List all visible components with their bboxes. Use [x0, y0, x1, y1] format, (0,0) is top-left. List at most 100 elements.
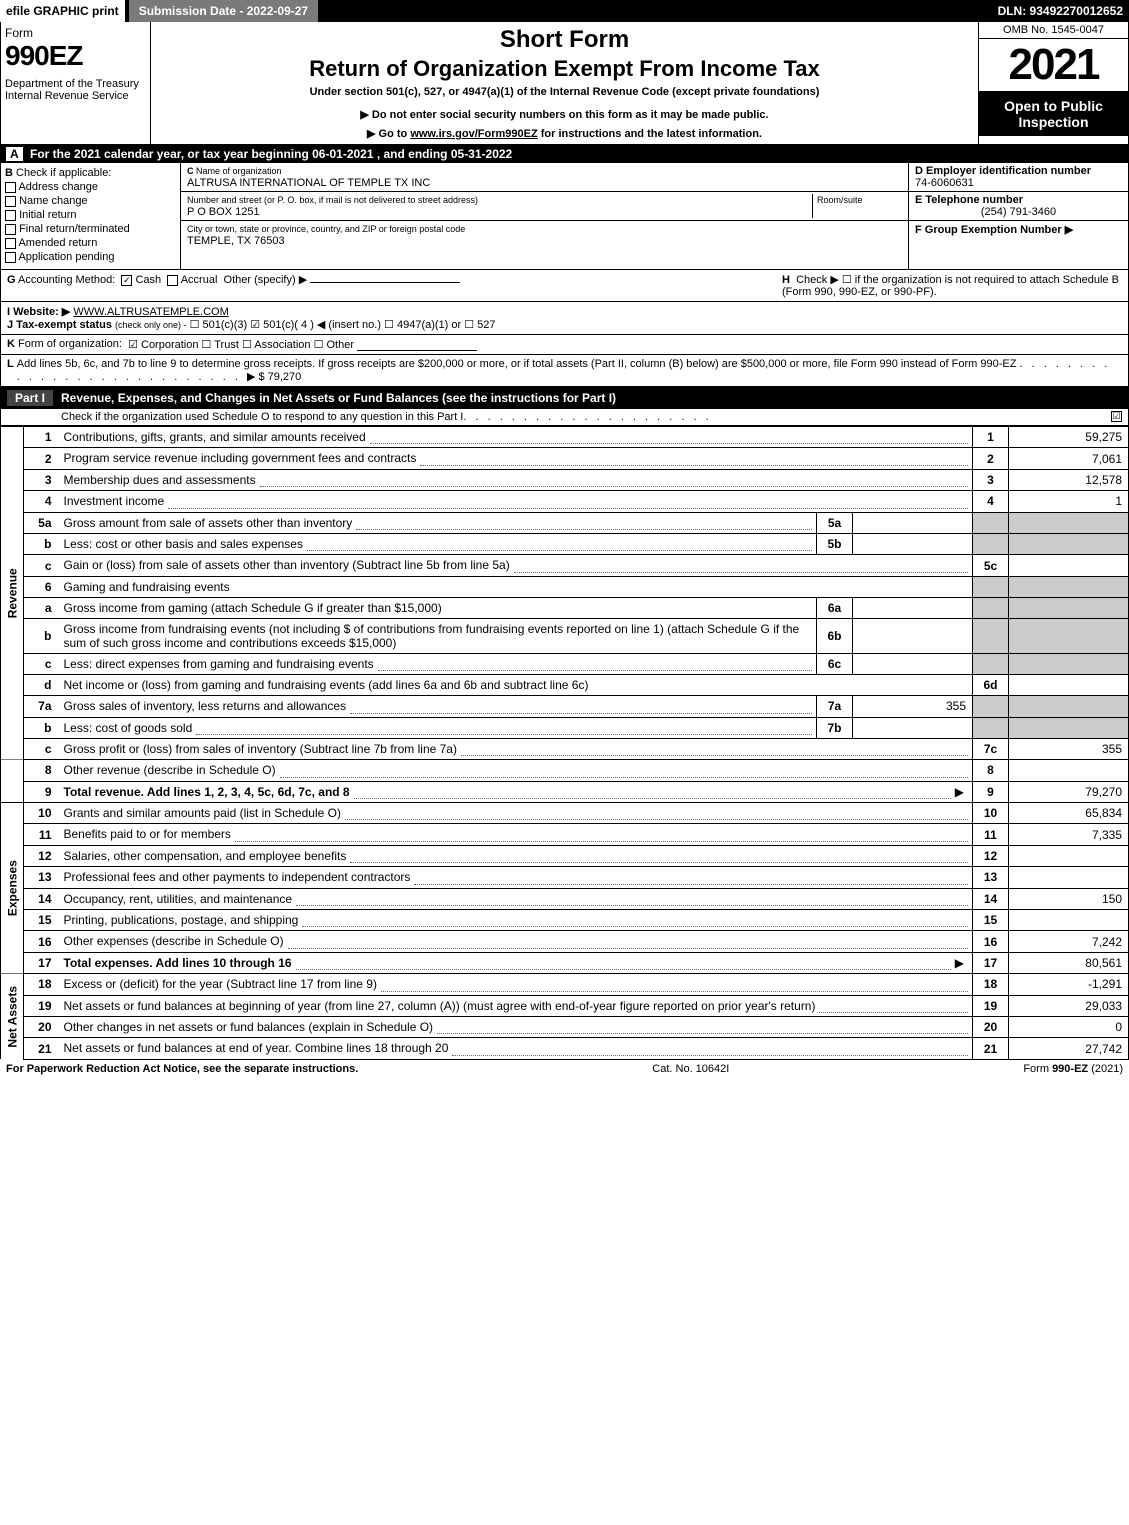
l-arrow: ▶ $ — [247, 371, 265, 383]
header-right: OMB No. 1545-0047 2021 Open to Public In… — [978, 22, 1128, 144]
section-g-h: G Accounting Method: ✓ Cash Accrual Othe… — [0, 270, 1129, 302]
line-5b-val — [853, 533, 973, 554]
chk-amended-return[interactable]: Amended return — [5, 237, 176, 249]
line-6d-val — [1009, 675, 1129, 696]
phone-value: (254) 791-3460 — [915, 206, 1122, 218]
chk-cash[interactable]: ✓ — [121, 275, 132, 286]
line-6a-val — [853, 597, 973, 618]
line-16-val: 7,242 — [1009, 931, 1129, 952]
form-header: Form 990EZ Department of the Treasury In… — [0, 22, 1129, 145]
k-text: Form of organization: — [18, 338, 122, 351]
e-label: E Telephone number — [915, 194, 1023, 206]
line-19-val: 29,033 — [1009, 995, 1129, 1016]
line-7c-val: 355 — [1009, 738, 1129, 759]
h-text: Check ▶ ☐ if the organization is not req… — [782, 274, 1119, 298]
section-b-through-f: B Check if applicable: Address change Na… — [0, 163, 1129, 270]
ssn-warning: ▶ Do not enter social security numbers o… — [159, 108, 970, 121]
chk-final-return[interactable]: Final return/terminated — [5, 223, 176, 235]
h-label: H — [782, 274, 790, 286]
col-def: D Employer identification number 74-6060… — [908, 163, 1128, 269]
footer-center: Cat. No. 10642I — [358, 1063, 1023, 1075]
k-label: K — [7, 338, 15, 351]
j-label: J Tax-exempt status — [7, 319, 112, 331]
open-to-public-badge: Open to Public Inspection — [979, 92, 1128, 136]
line-6c-val — [853, 653, 973, 674]
revenue-lines-table: Revenue 1 Contributions, gifts, grants, … — [0, 426, 1129, 1060]
b-label: B — [5, 167, 13, 179]
f-group-exemption: F Group Exemption Number ▶ — [909, 221, 1128, 238]
footer-right: Form 990-EZ (2021) — [1023, 1063, 1123, 1075]
side-expenses: Expenses — [1, 803, 24, 974]
c-addr-row: Number and street (or P. O. box, if mail… — [181, 192, 908, 221]
g-text: Accounting Method: — [18, 274, 115, 286]
col-c-name-address: C Name of organization ALTRUSA INTERNATI… — [181, 163, 908, 269]
line-5a-val — [853, 512, 973, 533]
efile-print-label[interactable]: efile GRAPHIC print — [0, 0, 125, 22]
line-15-val — [1009, 910, 1129, 931]
h-schedule-b: H Check ▶ ☐ if the organization is not r… — [782, 273, 1122, 298]
i-label: I Website: ▶ — [7, 306, 70, 318]
goto-link[interactable]: www.irs.gov/Form990EZ — [410, 128, 537, 140]
f-label: F Group Exemption Number ▶ — [915, 224, 1073, 236]
side-revenue: Revenue — [1, 427, 24, 760]
line-7a-val: 355 — [853, 696, 973, 717]
e-phone: E Telephone number (254) 791-3460 — [909, 192, 1128, 221]
line-21-val: 27,742 — [1009, 1038, 1129, 1059]
g-accounting: G Accounting Method: ✓ Cash Accrual Othe… — [7, 273, 782, 298]
section-l: L Add lines 5b, 6c, and 7b to line 9 to … — [0, 355, 1129, 387]
b-title: Check if applicable: — [16, 167, 111, 179]
section-i: I Website: ▶ WWW.ALTRUSATEMPLE.COM J Tax… — [0, 302, 1129, 335]
line-13-val — [1009, 867, 1129, 888]
line-1-num: 1 — [24, 427, 60, 448]
chk-initial-return[interactable]: Initial return — [5, 209, 176, 221]
line-2-num: 2 — [24, 448, 60, 469]
chk-address-change[interactable]: Address change — [5, 181, 176, 193]
form-label: Form — [5, 26, 146, 40]
page-footer: For Paperwork Reduction Act Notice, see … — [0, 1060, 1129, 1078]
row-a-label: A — [6, 147, 23, 161]
d-label: D Employer identification number — [915, 165, 1091, 177]
top-bar: efile GRAPHIC print Submission Date - 20… — [0, 0, 1129, 22]
website-value[interactable]: WWW.ALTRUSATEMPLE.COM — [73, 306, 228, 318]
goto-pre: ▶ Go to — [367, 128, 410, 140]
dept-label: Department of the Treasury Internal Reve… — [5, 78, 146, 102]
side-net-assets: Net Assets — [1, 974, 24, 1060]
chk-application-pending[interactable]: Application pending — [5, 251, 176, 263]
org-name: ALTRUSA INTERNATIONAL OF TEMPLE TX INC — [187, 177, 430, 189]
line-9-val: 79,270 — [1009, 781, 1129, 802]
line-4-val: 1 — [1009, 491, 1129, 512]
chk-accrual[interactable] — [167, 275, 178, 286]
line-11-val: 7,335 — [1009, 824, 1129, 845]
line-8-val — [1009, 760, 1129, 781]
line-1-desc: Contributions, gifts, grants, and simila… — [60, 427, 973, 448]
form-number: 990EZ — [5, 40, 146, 72]
part-1-note: Check if the organization used Schedule … — [0, 409, 1129, 426]
line-3-val: 12,578 — [1009, 469, 1129, 490]
j-opts: ☐ 501(c)(3) ☑ 501(c)( 4 ) ◀ (insert no.)… — [190, 319, 496, 331]
j-sub: (check only one) - — [115, 320, 187, 330]
d-ein: D Employer identification number 74-6060… — [909, 163, 1128, 192]
header-center: Short Form Return of Organization Exempt… — [151, 22, 978, 144]
chk-name-change[interactable]: Name change — [5, 195, 176, 207]
line-12-val — [1009, 845, 1129, 866]
form-title: Return of Organization Exempt From Incom… — [159, 56, 970, 82]
room-lbl: Room/suite — [817, 195, 863, 205]
line-20-val: 0 — [1009, 1016, 1129, 1037]
c-city-row: City or town, state or province, country… — [181, 221, 908, 249]
footer-left: For Paperwork Reduction Act Notice, see … — [6, 1063, 358, 1075]
tax-year: 2021 — [979, 39, 1128, 92]
goto-post: for instructions and the latest informat… — [538, 128, 762, 140]
goto-link-line: ▶ Go to www.irs.gov/Form990EZ for instru… — [159, 127, 970, 140]
submission-date-badge: Submission Date - 2022-09-27 — [129, 0, 318, 22]
part-1-schedule-o-check[interactable]: ☑ — [1111, 411, 1122, 422]
line-1-box: 1 — [973, 427, 1009, 448]
c-label: C — [187, 166, 194, 176]
c-name-row: C Name of organization ALTRUSA INTERNATI… — [181, 163, 908, 192]
line-2-val: 7,061 — [1009, 448, 1129, 469]
line-5c-val — [1009, 555, 1129, 576]
addr-lbl: Number and street (or P. O. box, if mail… — [187, 195, 478, 205]
part-1-note-text: Check if the organization used Schedule … — [61, 411, 463, 423]
l-label: L — [7, 358, 14, 383]
row-a-tax-year: A For the 2021 calendar year, or tax yea… — [0, 145, 1129, 163]
header-left: Form 990EZ Department of the Treasury In… — [1, 22, 151, 144]
